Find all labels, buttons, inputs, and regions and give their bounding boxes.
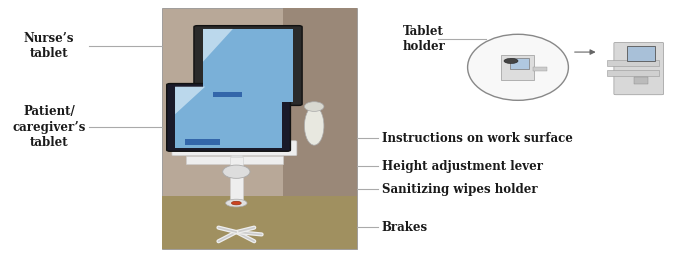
- Circle shape: [225, 199, 247, 207]
- Text: Height adjustment lever: Height adjustment lever: [382, 160, 542, 173]
- Bar: [230, 157, 243, 205]
- Text: Nurse’s
tablet: Nurse’s tablet: [24, 32, 74, 60]
- Text: Brakes: Brakes: [382, 221, 428, 234]
- Bar: [203, 29, 293, 102]
- Polygon shape: [175, 87, 205, 114]
- Text: Sanitizing wipes holder: Sanitizing wipes holder: [382, 183, 537, 196]
- Bar: [186, 156, 283, 165]
- Bar: [607, 70, 659, 76]
- Ellipse shape: [304, 102, 324, 112]
- Ellipse shape: [223, 165, 250, 178]
- Bar: [213, 92, 242, 97]
- Bar: [175, 87, 282, 148]
- FancyBboxPatch shape: [172, 141, 297, 155]
- Bar: [626, 46, 654, 61]
- Bar: [510, 58, 529, 69]
- Text: Tablet
holder: Tablet holder: [402, 25, 445, 53]
- FancyBboxPatch shape: [167, 84, 290, 151]
- Bar: [500, 55, 534, 80]
- Text: Instructions on work surface: Instructions on work surface: [382, 132, 573, 145]
- Bar: [185, 139, 220, 145]
- Polygon shape: [203, 29, 233, 62]
- Bar: [162, 196, 357, 249]
- Bar: [231, 73, 241, 205]
- Bar: [607, 60, 659, 66]
- Circle shape: [504, 58, 518, 64]
- Ellipse shape: [304, 107, 324, 145]
- Bar: [634, 77, 648, 84]
- Ellipse shape: [468, 34, 568, 100]
- FancyBboxPatch shape: [614, 42, 664, 95]
- Bar: [283, 8, 357, 249]
- Bar: [533, 67, 547, 71]
- FancyBboxPatch shape: [194, 26, 302, 105]
- Circle shape: [232, 201, 242, 205]
- Text: Patient/
caregiver’s
tablet: Patient/ caregiver’s tablet: [13, 105, 85, 149]
- Bar: [162, 8, 357, 249]
